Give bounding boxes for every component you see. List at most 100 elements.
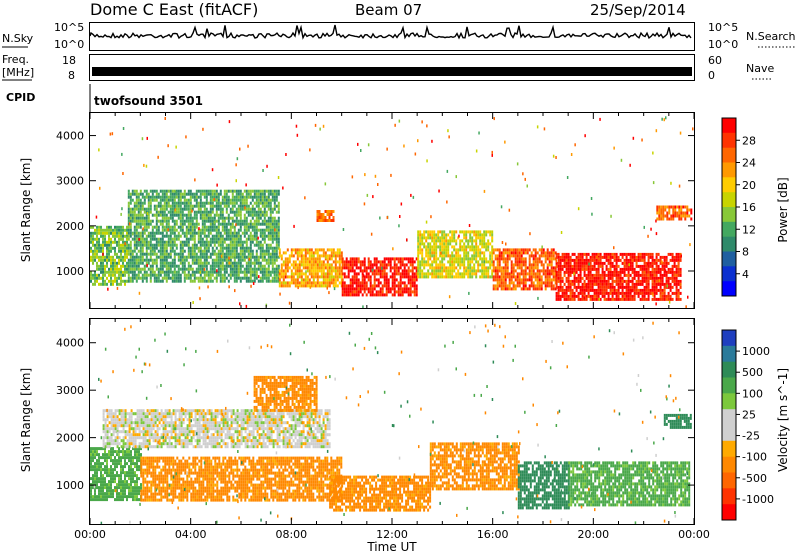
data-cell	[326, 219, 329, 222]
data-cell	[520, 272, 523, 276]
data-cell	[463, 263, 466, 267]
data-cell	[678, 211, 681, 215]
data-cell	[161, 231, 164, 235]
data-cell	[483, 257, 486, 261]
noise-left-tick-top: 10^5	[54, 21, 84, 34]
data-cell	[589, 261, 592, 265]
data-cell	[131, 192, 134, 196]
data-cell	[209, 216, 212, 220]
data-cell	[189, 201, 192, 205]
data-cell	[153, 225, 156, 229]
data-cell	[90, 255, 92, 259]
data-cell	[114, 258, 116, 262]
data-cell	[237, 273, 240, 277]
data-cell	[373, 284, 376, 288]
data-cell	[522, 257, 525, 261]
data-cell	[651, 282, 654, 286]
data-cell	[273, 216, 276, 220]
data-cell	[343, 275, 346, 279]
data-cell	[155, 192, 158, 196]
scatter-cell	[491, 150, 493, 154]
data-cell	[455, 260, 458, 264]
data-cell	[173, 258, 176, 262]
data-cell	[227, 234, 230, 238]
data-cell	[411, 266, 414, 270]
data-cell	[603, 276, 606, 280]
data-cell	[675, 279, 678, 283]
data-cell	[171, 258, 174, 262]
data-cell	[273, 204, 276, 208]
data-cell	[506, 269, 509, 273]
data-cell	[215, 207, 218, 211]
data-cell	[171, 210, 174, 214]
data-cell	[647, 276, 650, 280]
data-cell	[183, 261, 186, 265]
data-cell	[407, 275, 410, 279]
data-cell	[559, 255, 562, 259]
data-cell	[245, 189, 248, 193]
data-cell	[183, 249, 186, 253]
data-cell	[102, 273, 104, 277]
data-cell	[239, 255, 242, 259]
data-cell	[546, 272, 549, 276]
data-cell	[538, 248, 541, 252]
data-cell	[316, 275, 319, 279]
data-cell	[613, 264, 616, 268]
data-cell	[213, 195, 216, 199]
data-cell	[520, 281, 523, 285]
data-cell	[530, 272, 533, 276]
data-cell	[243, 234, 246, 238]
data-cell	[179, 261, 182, 265]
data-cell	[165, 252, 168, 256]
data-cell	[189, 276, 192, 280]
data-cell	[235, 267, 238, 271]
data-cell	[175, 279, 178, 283]
data-cell	[183, 273, 186, 277]
data-cell	[265, 198, 268, 202]
data-cell	[443, 233, 446, 237]
data-cell	[433, 248, 436, 252]
data-cell	[231, 240, 234, 244]
data-cell	[217, 252, 220, 256]
data-cell	[229, 228, 232, 232]
data-cell	[559, 282, 562, 286]
data-cell	[326, 263, 329, 267]
data-cell	[427, 272, 430, 276]
data-cell	[169, 231, 172, 235]
data-cell	[583, 258, 586, 262]
data-cell	[487, 230, 490, 234]
data-cell	[165, 258, 168, 262]
data-cell	[357, 260, 360, 264]
data-cell	[102, 228, 104, 232]
data-cell	[165, 204, 168, 208]
data-cell	[292, 266, 295, 270]
data-cell	[187, 204, 190, 208]
data-cell	[225, 198, 228, 202]
data-cell	[147, 258, 150, 262]
data-cell	[343, 260, 346, 264]
data-cell	[579, 285, 582, 289]
data-cell	[247, 252, 250, 256]
data-cell	[108, 237, 110, 241]
data-cell	[153, 261, 156, 265]
data-cell	[126, 231, 128, 235]
data-cell	[159, 243, 162, 247]
data-cell	[520, 257, 523, 261]
data-cell	[247, 249, 250, 253]
data-cell	[413, 293, 416, 297]
data-cell	[167, 255, 170, 259]
data-cell	[265, 243, 268, 247]
data-cell	[273, 249, 276, 253]
data-cell	[425, 251, 428, 255]
data-cell	[485, 269, 488, 273]
data-cell	[96, 234, 98, 238]
data-cell	[177, 225, 180, 229]
data-cell	[330, 251, 333, 255]
data-cell	[179, 195, 182, 199]
freq-tick-top: 18	[62, 54, 76, 67]
data-cell	[195, 243, 198, 247]
data-cell	[153, 273, 156, 277]
data-cell	[619, 252, 622, 256]
data-cell	[167, 225, 170, 229]
data-cell	[223, 240, 226, 244]
